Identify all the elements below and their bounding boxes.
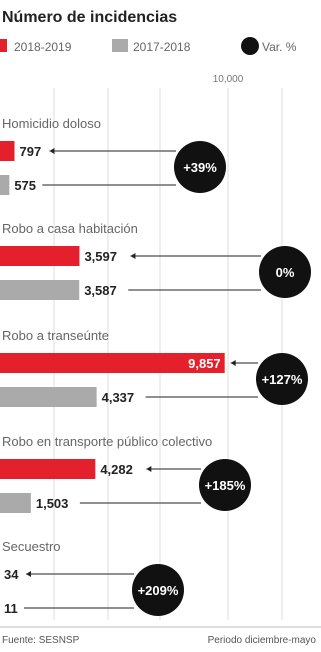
value-label-2017-2018: 3,587 (84, 283, 117, 298)
value-label-2018-2019: 34 (4, 567, 19, 582)
bar-2017-2018 (0, 387, 97, 407)
value-label-2017-2018: 4,337 (102, 390, 135, 405)
variation-circle (174, 141, 226, 193)
value-label-2018-2019: 797 (19, 144, 41, 159)
variation-circle (259, 246, 311, 298)
period-note: Periodo diciembre-mayo (208, 635, 317, 646)
legend-swatch-2017-2018 (112, 39, 128, 52)
bar-2017-2018 (0, 493, 31, 513)
category-label: Robo a transeúnte (2, 328, 109, 343)
legend-label-var: Var. % (262, 40, 297, 54)
category-label: Robo en transporte público colectivo (2, 434, 212, 449)
legend-label-2018-2019: 2018-2019 (14, 40, 72, 54)
bar-2018-2019 (0, 459, 96, 479)
leader-arrow-2018-2019 (130, 253, 136, 259)
category-label: Homicidio doloso (2, 116, 101, 131)
legend-swatch-var (241, 37, 259, 55)
variation-circle (132, 564, 184, 616)
chart-title: Número de incidencias (2, 9, 177, 26)
axis-tick-label: 10,000 (213, 74, 244, 85)
variation-label: +127% (262, 372, 303, 387)
category-group: Homicidio doloso 797 575 +39% (0, 116, 226, 195)
variation-label: +209% (138, 583, 179, 598)
bars: Homicidio doloso 797 575 +39% Robo a casa ha… (0, 116, 311, 616)
variation-label: +185% (205, 478, 246, 493)
value-label-2017-2018: 575 (14, 178, 36, 193)
value-label-2018-2019: 4,282 (100, 462, 133, 477)
variation-circle (199, 459, 251, 511)
category-label: Secuestro (2, 539, 61, 554)
category-label: Robo a casa habitación (2, 221, 138, 236)
value-label-2017-2018: 1,503 (36, 496, 69, 511)
bar-2017-2018 (0, 175, 10, 195)
variation-circle (256, 353, 308, 405)
leader-arrow-2018-2019 (26, 571, 31, 577)
bar-2018-2019 (0, 353, 225, 373)
bar-2018-2019 (0, 141, 15, 161)
value-label-2018-2019: 9,857 (188, 356, 221, 371)
bar-2017-2018 (0, 280, 80, 300)
category-group: Secuestro 34 11 +209% (2, 539, 184, 616)
variation-label: +39% (183, 160, 217, 175)
leader-arrow-2018-2019 (49, 148, 55, 154)
variation-label: 0% (276, 265, 295, 280)
leader-arrow-2018-2019 (230, 360, 236, 366)
bar-2018-2019 (0, 246, 80, 266)
source-note: Fuente: SESNSP (2, 635, 80, 646)
leader-arrow-2018-2019 (146, 466, 152, 472)
legend-label-2017-2018: 2017-2018 (133, 40, 191, 54)
value-label-2017-2018: 11 (4, 601, 18, 616)
legend: 2018-2019 2017-2018 Var. % (0, 37, 297, 55)
category-group: Robo a transeúnte 9,857 4,337 +127% (0, 328, 308, 407)
category-group: Robo a casa habitación 3,597 3,587 0% (0, 221, 311, 300)
legend-swatch-2018-2019 (0, 39, 7, 52)
category-group: Robo en transporte público colectivo 4,28… (0, 434, 251, 513)
value-label-2018-2019: 3,597 (84, 249, 117, 264)
